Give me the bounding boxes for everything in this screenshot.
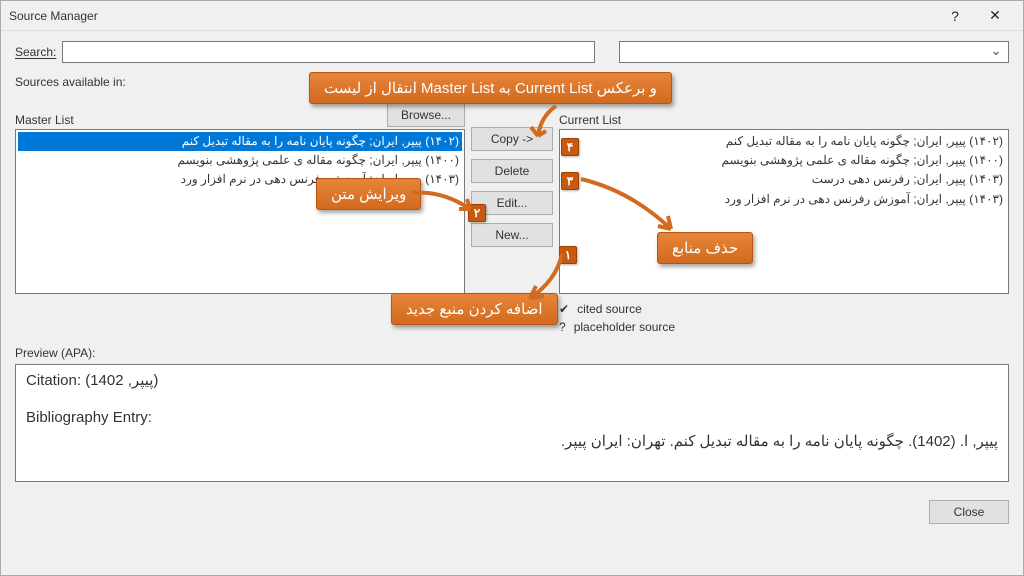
question-icon: ? (559, 318, 566, 336)
sort-dropdown[interactable] (619, 41, 1009, 63)
callout-copy: انتقال از لیست Master List به Current Li… (309, 72, 672, 104)
badge-1: ۱ (559, 246, 577, 264)
search-input[interactable] (62, 41, 595, 63)
cited-source-label: cited source (577, 300, 642, 318)
dialog-title: Source Manager (9, 9, 935, 23)
badge-2: ۲ (468, 204, 486, 222)
source-manager-dialog: Source Manager ? ✕ Search: Sources avail… (0, 0, 1024, 576)
list-item[interactable]: (۱۴۰۰) پیپر, ایران; چگونه مقاله ی علمی پ… (18, 151, 462, 170)
close-window-button[interactable]: ✕ (975, 2, 1015, 30)
citation-value: (پیپر, 1402) (85, 372, 158, 389)
check-icon: ✔ (559, 300, 569, 318)
bibliography-entry: پیپر, ا. (1402). چگونه پایان نامه را به … (26, 432, 998, 450)
callout-delete: حذف منابع (657, 232, 753, 264)
current-list-column: Current List (۱۴۰۲) پیپر, ایران; چگونه پ… (559, 97, 1009, 336)
help-button[interactable]: ? (935, 2, 975, 30)
master-list-label: Master List (15, 113, 74, 127)
callout-new: اضافه کردن منبع جدید (391, 293, 558, 325)
bibliography-label: Bibliography Entry: (26, 409, 998, 426)
current-listbox[interactable]: (۱۴۰۲) پیپر, ایران; چگونه پایان نامه را … (559, 129, 1009, 294)
callout-edit: ویرایش متن (316, 178, 421, 210)
badge-4: ۴ (561, 138, 579, 156)
badge-3: ۳ (561, 172, 579, 190)
list-item[interactable]: (۱۴۰۲) پیپر, ایران; چگونه پایان نامه را … (18, 132, 462, 151)
list-item[interactable]: (۱۴۰۲) پیپر, ایران; چگونه پایان نامه را … (562, 132, 1006, 151)
search-label: Search: (15, 45, 56, 59)
browse-button[interactable]: Browse... (387, 103, 465, 127)
legend: ✔ cited source ? placeholder source (559, 300, 1009, 336)
delete-button[interactable]: Delete (471, 159, 553, 183)
new-button[interactable]: New... (471, 223, 553, 247)
citation-line: Citation: (پیپر, 1402) (26, 371, 998, 389)
placeholder-source-label: placeholder source (574, 318, 675, 336)
citation-label: Citation: (26, 372, 81, 389)
dialog-footer: Close (1, 492, 1023, 532)
close-button[interactable]: Close (929, 500, 1009, 524)
list-item[interactable]: (۱۴۰۳) پیپر, ایران; رفرنس دهی درست (562, 170, 1006, 189)
list-item[interactable]: (۱۴۰۳) پیپر, ایران; آموزش رفرنس دهی در ن… (562, 190, 1006, 209)
master-listbox[interactable]: (۱۴۰۲) پیپر, ایران; چگونه پایان نامه را … (15, 129, 465, 294)
current-list-label: Current List (559, 113, 621, 127)
preview-label: Preview (APA): (15, 346, 1009, 360)
search-row: Search: (15, 41, 1009, 63)
list-item[interactable]: (۱۴۰۰) پیپر, ایران; چگونه مقاله ی علمی پ… (562, 151, 1006, 170)
copy-button[interactable]: Copy -> (471, 127, 553, 151)
titlebar: Source Manager ? ✕ (1, 1, 1023, 31)
preview-box: Citation: (پیپر, 1402) Bibliography Entr… (15, 364, 1009, 482)
